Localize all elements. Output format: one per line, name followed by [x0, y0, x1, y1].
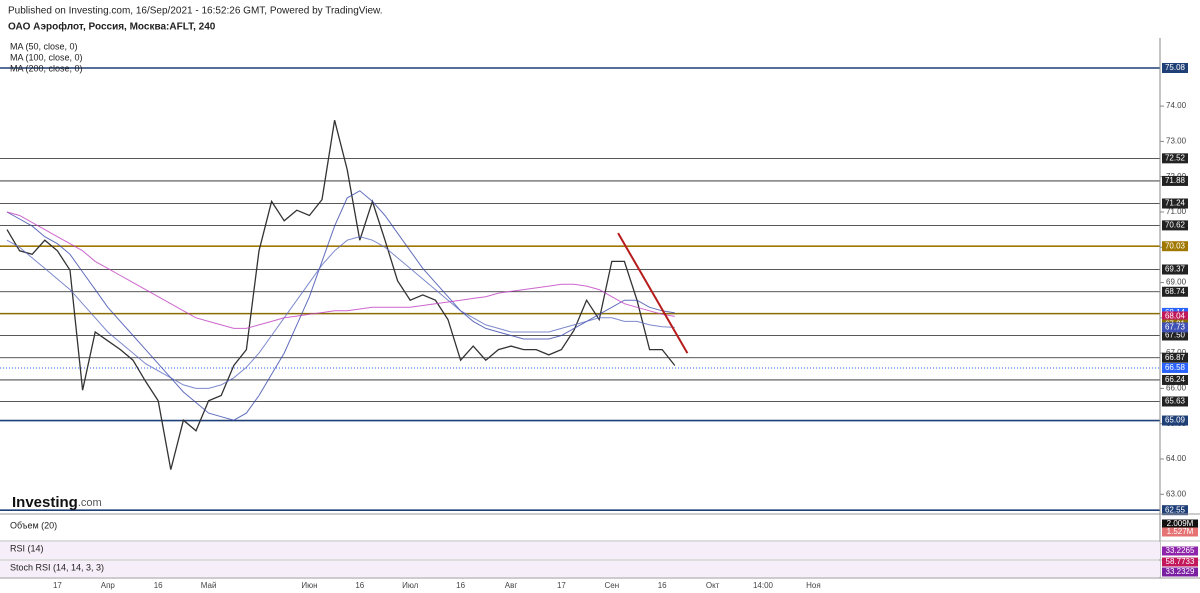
- level-tag-label: 66.24: [1165, 375, 1186, 384]
- y-tick-label: 71.00: [1166, 207, 1187, 216]
- readout-label: 58.7733: [1166, 557, 1195, 566]
- level-tag-label: 69.37: [1165, 265, 1186, 274]
- rsi-band: [0, 542, 1160, 559]
- pane-title: Объем (20): [10, 520, 57, 530]
- price-tag: [1162, 322, 1188, 333]
- x-tick-label: 17: [53, 581, 62, 590]
- readout-label: 2.009M: [1167, 519, 1194, 528]
- logo: Investing.com: [12, 494, 102, 511]
- level-tag: [1162, 264, 1188, 275]
- y-tick-label: 73.00: [1166, 137, 1187, 146]
- price-tag: [1162, 311, 1188, 322]
- pane-title: RSI (14): [10, 543, 44, 553]
- readout-label: 1.527M: [1167, 527, 1194, 536]
- x-tick-label: Апр: [101, 581, 116, 590]
- pane-title: Stoch RSI (14, 14, 3, 3): [10, 562, 104, 572]
- level-tag-label: 75.08: [1165, 63, 1186, 72]
- level-tag: [1162, 286, 1188, 297]
- level-tag-label: 65.63: [1165, 397, 1186, 406]
- readout-tag: [1162, 557, 1198, 567]
- level-tag: [1162, 330, 1188, 341]
- level-tag: [1162, 153, 1188, 164]
- level-tag-label: 65.09: [1165, 416, 1186, 425]
- level-tag: [1162, 505, 1188, 516]
- grid-layer: [0, 67, 1160, 511]
- level-tag: [1162, 415, 1188, 426]
- level-tag-label: 67.50: [1165, 331, 1186, 340]
- readout-tag: [1162, 546, 1198, 556]
- legend-entry: MA (200, close, 0): [10, 63, 83, 73]
- x-tick-label: Ноя: [806, 581, 821, 590]
- level-tag: [1162, 396, 1188, 407]
- symbol-title: ОАО Аэрофлот, Россия, Москва:AFLT, 240: [8, 21, 216, 33]
- level-tag-label: 70.62: [1165, 220, 1186, 229]
- y-tick-label: 74.00: [1166, 101, 1187, 110]
- level-tag-label: 66.87: [1165, 353, 1186, 362]
- y-tick-label: 63.00: [1166, 489, 1187, 498]
- ma-line: [6, 236, 675, 389]
- y-tick-label: 69.00: [1166, 278, 1187, 287]
- level-tag-label: 71.88: [1165, 176, 1186, 185]
- readout-tag: [1162, 519, 1198, 529]
- price-line: [6, 120, 676, 470]
- legend: MA (50, close, 0)MA (100, close, 0)MA (2…: [10, 41, 83, 73]
- readout-label: 33.2329: [1166, 567, 1195, 576]
- ma-line: [6, 190, 675, 421]
- level-tag-label: 71.24: [1165, 199, 1186, 208]
- logo-suffix: .com: [78, 497, 102, 509]
- price-tag-label: 68.04: [1165, 312, 1186, 321]
- level-tag: [1162, 198, 1188, 209]
- readout-tag: [1162, 567, 1198, 577]
- x-tick-label: Авг: [505, 581, 518, 590]
- x-tick-label: 14:00: [753, 581, 774, 590]
- price-tag-label: 66.58: [1165, 363, 1186, 372]
- x-tick-label: 16: [456, 581, 465, 590]
- price-tag-label: 67.73: [1165, 322, 1186, 331]
- x-tick-label: Сен: [604, 581, 619, 590]
- price-tag: [1162, 362, 1188, 373]
- level-tag: [1162, 220, 1188, 231]
- level-tag: [1162, 352, 1188, 363]
- logo-brand: Investing: [12, 494, 78, 511]
- x-tick-label: Июн: [301, 581, 317, 590]
- x-tick-label: 16: [658, 581, 667, 590]
- x-tick-label: Июл: [402, 581, 419, 590]
- x-tick-label: 16: [154, 581, 163, 590]
- published-note: Published on Investing.com, 16/Sep/2021 …: [8, 6, 383, 17]
- readout-label: 33.2265: [1166, 546, 1195, 555]
- x-tick-label: 16: [355, 581, 364, 590]
- axis-layer: 63.0064.0065.0066.0067.0068.0069.0070.00…: [53, 62, 1188, 590]
- level-tag-label: 72.52: [1165, 153, 1186, 162]
- legend-entry: MA (100, close, 0): [10, 52, 83, 62]
- y-tick-label: 66.00: [1166, 384, 1187, 393]
- level-tag-label: 62.55: [1165, 505, 1186, 514]
- ma-line: [6, 211, 675, 329]
- x-tick-label: Май: [201, 581, 217, 590]
- readout-tag: [1162, 527, 1198, 537]
- level-tag: [1162, 241, 1188, 252]
- y-tick-label: 64.00: [1166, 454, 1187, 463]
- legend-entry: MA (50, close, 0): [10, 41, 78, 51]
- level-tag: [1162, 62, 1188, 73]
- x-tick-label: Окт: [706, 581, 720, 590]
- level-tag-label: 70.03: [1165, 241, 1186, 250]
- trendline: [617, 232, 689, 354]
- x-tick-label: 17: [557, 581, 566, 590]
- level-tag: [1162, 175, 1188, 186]
- level-tag-label: 68.74: [1165, 287, 1186, 296]
- plot-layer: [6, 120, 689, 470]
- stoch-band: [0, 561, 1160, 577]
- level-tag: [1162, 374, 1188, 385]
